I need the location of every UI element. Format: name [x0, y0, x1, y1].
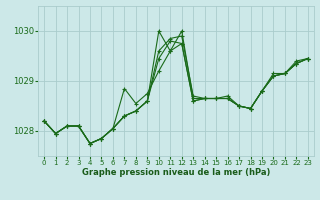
X-axis label: Graphe pression niveau de la mer (hPa): Graphe pression niveau de la mer (hPa)	[82, 168, 270, 177]
